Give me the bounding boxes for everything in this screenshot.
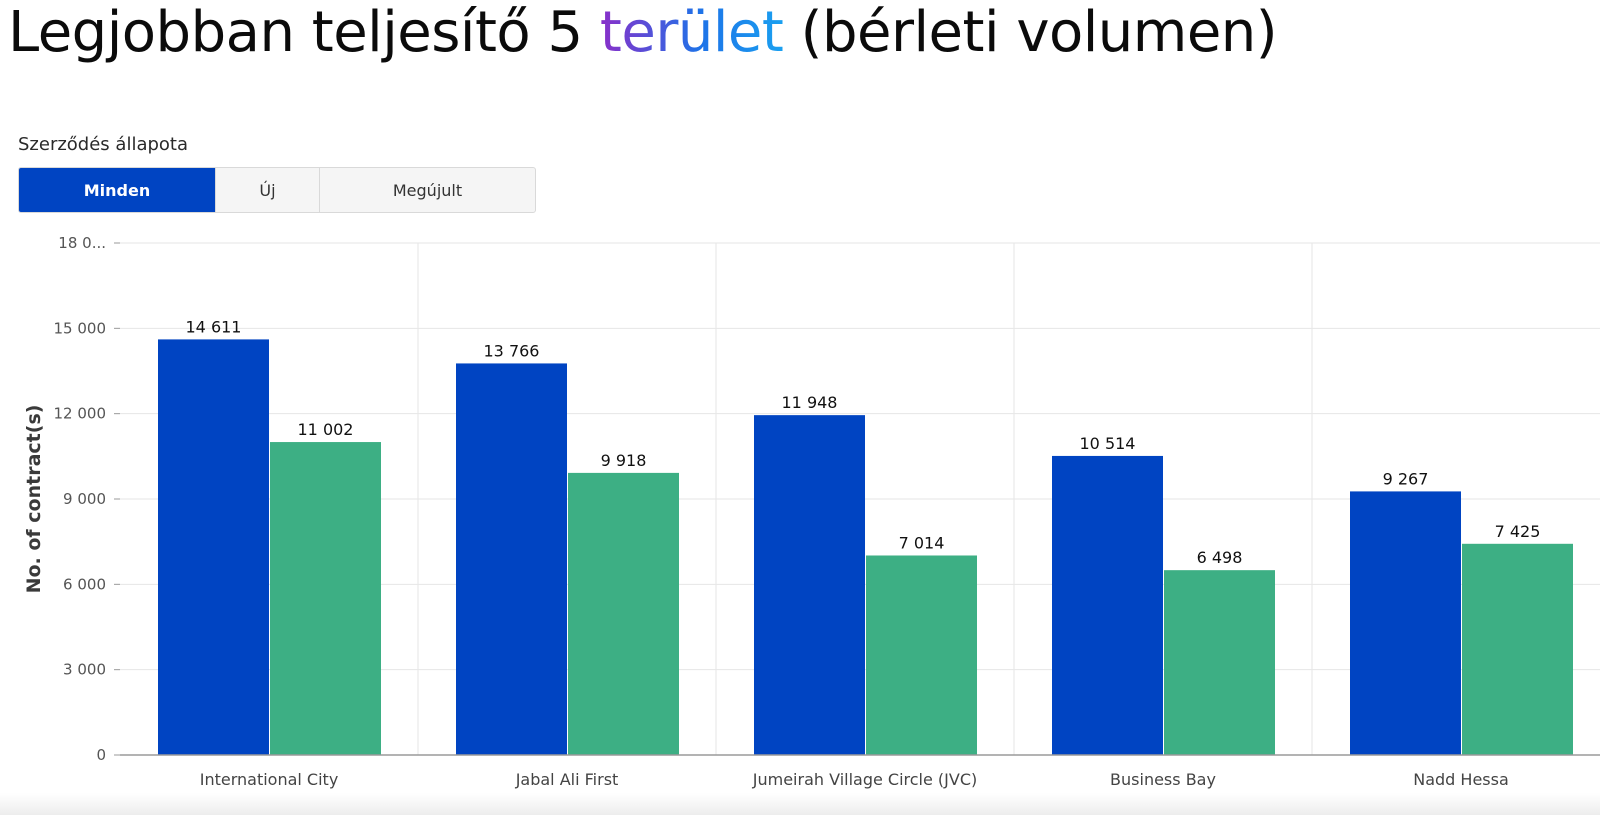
page-title: Legjobban teljesítő 5 terület (bérleti v… xyxy=(8,0,1278,66)
y-tick-label: 0 xyxy=(96,746,106,764)
page-title-prefix: Legjobban teljesítő 5 xyxy=(8,0,600,65)
bar-series-0[interactable] xyxy=(1052,455,1163,755)
x-tick-label: Jabal Ali First xyxy=(515,770,619,789)
bar-series-1[interactable] xyxy=(270,442,381,755)
bar-data-label: 10 514 xyxy=(1080,434,1136,453)
x-tick-label: Business Bay xyxy=(1110,770,1216,789)
y-tick-label: 18 0... xyxy=(58,234,106,252)
bar-series-0[interactable] xyxy=(1350,491,1461,755)
x-tick-label: Nadd Hessa xyxy=(1413,770,1509,789)
bar-data-label: 14 611 xyxy=(186,317,242,336)
y-tick-label: 6 000 xyxy=(63,575,106,593)
bar-series-1[interactable] xyxy=(866,555,977,755)
bar-data-label: 11 948 xyxy=(782,393,838,412)
filter-all-button[interactable]: Minden xyxy=(19,168,216,212)
filter-renewed-button[interactable]: Megújult xyxy=(392,180,463,200)
bar-series-1[interactable] xyxy=(1164,570,1275,755)
bar-data-label: 9 267 xyxy=(1383,469,1429,488)
bar-data-label: 7 014 xyxy=(899,533,945,552)
bar-series-0[interactable] xyxy=(456,363,567,755)
bar-data-label: 13 766 xyxy=(484,341,540,360)
bar-series-1[interactable] xyxy=(568,472,679,755)
bar-series-1[interactable] xyxy=(1462,543,1573,755)
x-tick-label: Jumeirah Village Circle (JVC) xyxy=(752,770,978,789)
page-title-accent: terület xyxy=(599,0,784,65)
bar-series-0[interactable] xyxy=(158,339,269,755)
x-tick-label: International City xyxy=(200,770,339,789)
bar-data-label: 6 498 xyxy=(1197,548,1243,567)
contract-status-label: Szerződés állapota xyxy=(18,134,188,155)
page-title-suffix: (bérleti volumen) xyxy=(783,0,1278,65)
y-tick-label: 9 000 xyxy=(63,490,106,508)
bar-data-label: 11 002 xyxy=(298,420,354,439)
bar-data-label: 9 918 xyxy=(601,451,647,470)
y-tick-label: 3 000 xyxy=(63,661,106,679)
filter-new-button[interactable]: Új xyxy=(216,168,320,212)
bottom-fade xyxy=(0,793,1600,815)
contract-status-toggle: Minden Új Megújult xyxy=(18,167,536,213)
y-tick-label: 12 000 xyxy=(54,405,107,423)
bar-series-0[interactable] xyxy=(754,415,865,755)
bar-data-label: 7 425 xyxy=(1495,522,1541,541)
y-tick-label: 15 000 xyxy=(54,319,107,337)
y-axis-label: No. of contract(s) xyxy=(23,405,45,594)
